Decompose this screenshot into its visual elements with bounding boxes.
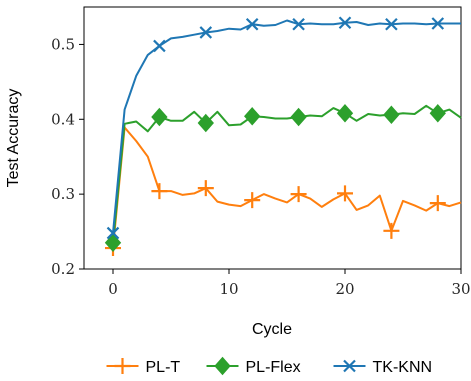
x-tick-label: 20 (335, 280, 354, 298)
data-point-tk-knn (338, 16, 352, 29)
legend-item-tk-knn: TK-KNN (333, 359, 433, 376)
x-tick-label: 0 (108, 280, 118, 298)
y-tick-label: 0.5 (51, 35, 75, 53)
data-point-pl-t (244, 192, 261, 209)
legend-label: TK-KNN (373, 359, 433, 376)
series-layer (104, 16, 462, 257)
data-point-pl-t (151, 183, 168, 200)
plot-area (83, 6, 462, 270)
x-axis-title: Cycle (252, 321, 292, 338)
data-point-tk-knn (431, 17, 445, 30)
data-point-pl-flex (429, 104, 446, 123)
data-point-tk-knn (385, 17, 398, 31)
series-line-pl-t (112, 126, 462, 249)
data-point-pl-t (290, 186, 307, 203)
data-point-pl-flex (336, 104, 354, 123)
data-point-pl-flex (383, 105, 400, 125)
data-point-pl-t (383, 222, 400, 239)
legend-label: PL-Flex (246, 359, 301, 376)
legend-item-pl-t: PL-T (106, 358, 181, 376)
data-point-pl-t (197, 180, 214, 197)
data-point-pl-flex (197, 113, 214, 133)
data-point-tk-knn (199, 26, 213, 39)
data-point-tk-knn (245, 17, 259, 31)
y-axis-title: Test Accuracy (5, 89, 22, 188)
axes-layer: 0 10 20 30 0.2 0.3 0.4 0.5 (51, 35, 470, 298)
legend-label: PL-T (146, 359, 181, 376)
data-point-pl-t (337, 185, 353, 202)
y-tick-label: 0.3 (51, 185, 75, 203)
data-point-tk-knn (153, 39, 166, 53)
series-line-tk-knn (112, 19, 461, 234)
data-point-pl-t (429, 195, 446, 212)
data-point-pl-flex (151, 107, 168, 127)
x-tick-label: 30 (451, 280, 470, 298)
data-point-pl-flex (290, 107, 307, 127)
y-tick-label: 0.4 (51, 110, 75, 128)
legend-item-pl-flex: PL-Flex (206, 356, 301, 376)
data-point-pl-flex (104, 233, 122, 253)
series-tk-knn (106, 16, 461, 240)
data-point-tk-knn (292, 17, 305, 31)
legend-marker-pl-flex (214, 356, 231, 376)
legend: PL-T PL-Flex TK-KNN (106, 356, 433, 376)
legend-marker-pl-t (114, 358, 131, 374)
y-tick-label: 0.2 (51, 260, 75, 278)
data-point-tk-knn (106, 226, 120, 240)
series-line-pl-flex (112, 104, 462, 243)
series-pl-t (105, 126, 462, 257)
series-pl-flex (104, 104, 462, 253)
data-point-pl-flex (244, 107, 261, 126)
x-tick-label: 10 (219, 280, 238, 298)
legend-marker-tk-knn (343, 359, 356, 373)
